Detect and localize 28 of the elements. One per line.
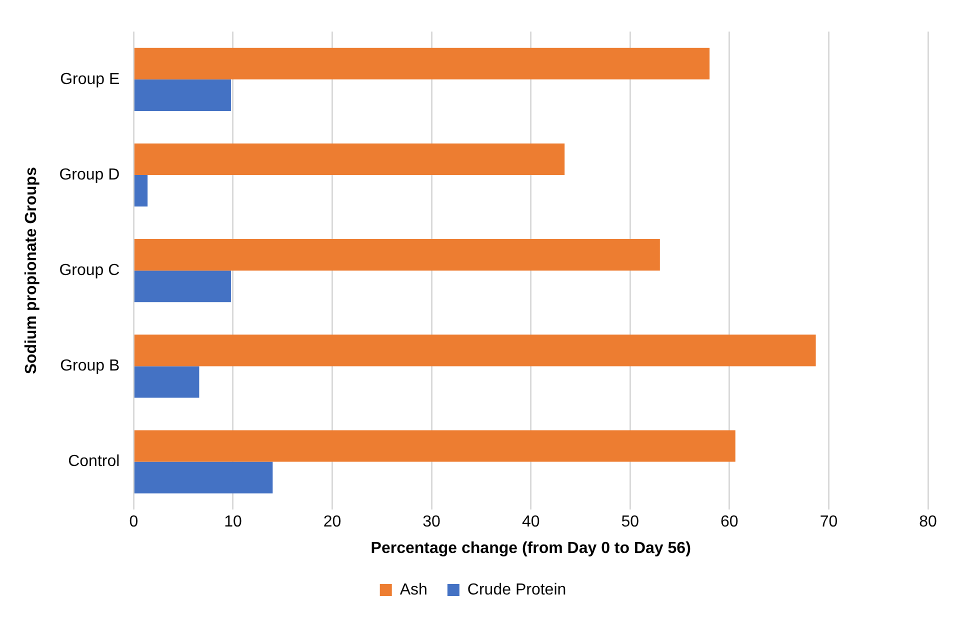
x-tick-label: 70 <box>820 514 838 531</box>
x-tick-label: 20 <box>323 514 342 531</box>
bar <box>134 143 565 175</box>
x-tick-label: 10 <box>224 514 242 531</box>
y-tick-label: Group C <box>59 262 120 280</box>
x-tick-label: 80 <box>919 514 937 531</box>
y-tick-label: Group D <box>59 166 120 184</box>
x-tick-label: 0 <box>129 514 138 531</box>
x-tick-label: 60 <box>720 514 738 531</box>
x-tick-label: 30 <box>422 514 441 531</box>
bar <box>134 239 660 271</box>
bar <box>134 79 231 111</box>
legend-label: Ash <box>400 581 428 598</box>
bar <box>134 334 816 366</box>
y-tick-label: Group E <box>60 70 120 88</box>
y-tick-label: Group B <box>60 358 120 375</box>
bar <box>134 270 231 302</box>
x-tick-label: 50 <box>621 514 640 531</box>
legend-label: Crude Protein <box>467 581 566 598</box>
bar <box>134 430 736 462</box>
x-axis-title: Percentage change (from Day 0 to Day 56) <box>370 540 691 557</box>
x-tick-label: 40 <box>522 514 540 531</box>
bar <box>134 366 200 398</box>
y-tick-label: Control <box>68 453 120 470</box>
bar <box>134 48 710 80</box>
bar <box>134 175 148 207</box>
bar <box>134 462 273 494</box>
y-axis-title: Sodium propionate Groups <box>23 166 40 374</box>
